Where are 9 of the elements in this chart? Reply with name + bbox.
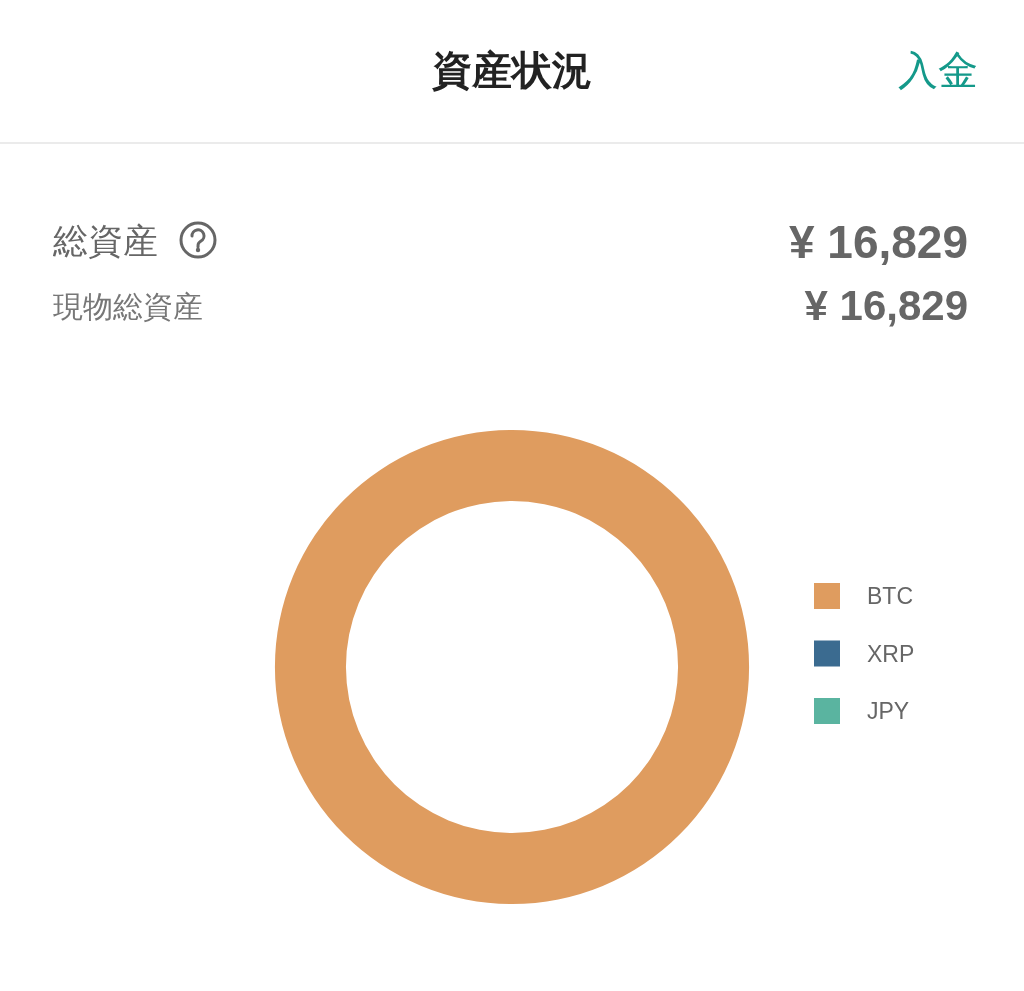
text: 現物総資産 [53,290,203,323]
text: 入金 [898,48,978,92]
legend-label: XRP [867,640,915,667]
chart-title: 資産状況 [432,48,592,92]
text: 総資産 [52,221,158,260]
text: ¥ 16,829 [804,282,968,329]
legend-label: BTC [867,583,913,609]
text: ¥ 16,829 [788,216,968,268]
legend-label: JPY [867,698,910,724]
